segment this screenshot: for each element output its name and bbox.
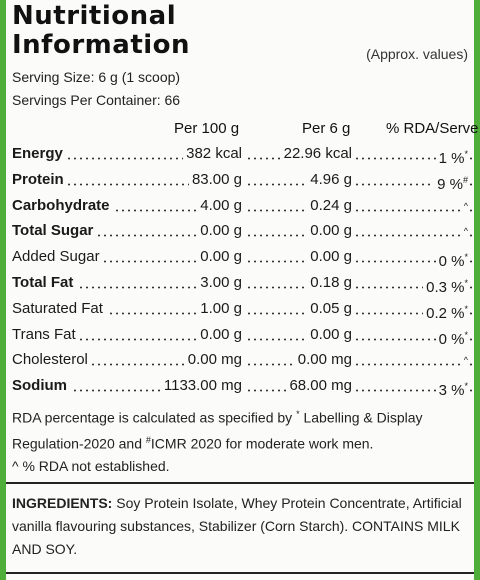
rda-note-text-d: ICMR 2020 for moderate work men. (150, 435, 374, 452)
nutrient-row: Energy 382 kcal 22.96 kcal 1 %* (12, 143, 472, 170)
value-rda: ^ (460, 349, 468, 376)
nutrient-label: Sodium (12, 375, 70, 397)
value-per-6g: 0.00 g (307, 324, 354, 346)
nutrient-label: Cholesterol (12, 349, 91, 371)
value-rda: 1 %* (435, 143, 468, 170)
value-per-100g: 1.00 g (197, 298, 244, 320)
bottom-rule (6, 572, 474, 574)
value-per-100g: 0.00 g (197, 246, 244, 268)
rda-percent: 0.3 % (426, 279, 465, 296)
value-per-6g: 68.00 mg (286, 375, 354, 397)
value-rda: 0.2 %* (423, 298, 468, 325)
approx-note: (Approx. values) (366, 46, 468, 62)
nutrient-row: Total Fat 3.00 g 0.18 g 0.3 %* (12, 272, 472, 299)
section-divider (6, 482, 474, 484)
value-rda: 0.3 %* (423, 272, 468, 299)
title-line-1: Nutritional (12, 1, 177, 31)
rda-mark: # (462, 175, 468, 185)
serving-size: Serving Size: 6 g (1 scoop) (12, 69, 181, 85)
value-rda: ^ (460, 220, 468, 247)
nutrient-row: Cholesterol 0.00 mg 0.00 mg ^ (12, 349, 472, 376)
title-line-2: Information (12, 30, 191, 60)
value-rda: 0 %* (435, 324, 468, 351)
nutrient-label: Saturated Fat (12, 298, 106, 320)
value-per-6g: 0.24 g (307, 195, 354, 217)
value-rda: 0 %* (435, 246, 468, 273)
ingredients-block: INGREDIENTS: Soy Protein Isolate, Whey P… (12, 492, 462, 561)
nutrient-label: Total Fat (12, 272, 77, 294)
rda-note-line-3: ^ % RDA not established. (12, 458, 170, 474)
rda-mark: ^ (463, 201, 468, 211)
value-per-100g: 0.00 mg (184, 349, 244, 371)
nutrient-label: Trans Fat (12, 324, 79, 346)
value-per-100g: 382 kcal (183, 143, 244, 165)
col-header-per100: Per 100 g (174, 120, 240, 137)
rda-percent: 9 % (437, 176, 463, 193)
nutrient-label: Energy (12, 143, 66, 165)
value-per-100g: 83.00 g (188, 169, 244, 191)
rda-percent: 0 % (438, 331, 465, 348)
rda-mark: * (464, 381, 468, 391)
left-border (0, 0, 6, 580)
rda-mark: ^ (463, 355, 468, 365)
right-border (474, 0, 480, 580)
rda-mark: * (464, 330, 468, 340)
value-rda: 3 %* (435, 375, 468, 402)
nutrient-label: Added Sugar (12, 246, 103, 268)
nutrient-row: Carbohydrate 4.00 g 0.24 g ^ (12, 195, 472, 222)
nutrient-row: Trans Fat 0.00 g 0.00 g 0 %* (12, 324, 472, 351)
value-per-100g: 0.00 g (197, 220, 244, 242)
value-per-100g: 1133.00 mg (160, 375, 244, 397)
nutrient-label: Total Sugar (12, 220, 97, 242)
rda-note-line-2: Regulation-2020 and #ICMR 2020 for moder… (12, 430, 373, 454)
value-per-100g: 4.00 g (197, 195, 244, 217)
nutrient-label: Carbohydrate (12, 195, 113, 217)
nutrient-label: Protein (12, 169, 67, 191)
value-per-6g: 22.96 kcal (280, 143, 354, 165)
value-per-6g: 4.96 g (307, 169, 354, 191)
rda-mark: * (464, 278, 468, 288)
rda-percent: 0 % (438, 253, 465, 270)
servings-per-container: Servings Per Container: 66 (12, 92, 181, 108)
nutrient-row: Total Sugar 0.00 g 0.00 g ^ (12, 220, 472, 247)
value-rda: ^ (460, 195, 468, 222)
nutrient-row: Sodium 1133.00 mg 68.00 mg 3 %* (12, 375, 472, 402)
rda-percent: 3 % (438, 382, 465, 399)
rda-note-text-c: Regulation-2020 and (12, 435, 142, 452)
rda-note-line-1: RDA percentage is calculated as specifie… (12, 404, 423, 428)
col-header-per6: Per 6 g (302, 120, 351, 137)
value-rda: 9 %# (434, 169, 468, 196)
value-per-6g: 0.18 g (307, 272, 354, 294)
ingredients-text: Soy Protein Isolate, Whey Protein Concen… (12, 495, 462, 557)
col-header-rda: % RDA/Serve (386, 120, 479, 137)
value-per-100g: 0.00 g (197, 324, 244, 346)
rda-percent: 1 % (438, 150, 465, 167)
nutrient-row: Protein 83.00 g 4.96 g 9 %# (12, 169, 472, 196)
panel-title: Nutritional Information (12, 2, 272, 60)
rda-mark: * (464, 304, 468, 314)
value-per-6g: 0.00 g (307, 246, 354, 268)
rda-note-text-b: Labelling & Display (303, 409, 423, 426)
rda-percent: 0.2 % (426, 305, 465, 322)
rda-note-mark-star: * (296, 409, 300, 419)
rda-note-text-a: RDA percentage is calculated as specifie… (12, 409, 293, 426)
nutrient-row: Saturated Fat 1.00 g 0.05 g 0.2 %* (12, 298, 472, 325)
value-per-100g: 3.00 g (197, 272, 244, 294)
rda-mark: * (464, 149, 468, 159)
rda-mark: ^ (463, 226, 468, 236)
value-per-6g: 0.05 g (307, 298, 354, 320)
value-per-6g: 0.00 mg (294, 349, 354, 371)
value-per-6g: 0.00 g (307, 220, 354, 242)
rda-mark: * (464, 252, 468, 262)
ingredients-heading: INGREDIENTS: (12, 495, 113, 511)
nutrient-row: Added Sugar 0.00 g 0.00 g 0 %* (12, 246, 472, 273)
rda-note-mark-hash: # (145, 435, 151, 445)
nutrition-panel: Nutritional Information (Approx. values)… (6, 0, 479, 580)
